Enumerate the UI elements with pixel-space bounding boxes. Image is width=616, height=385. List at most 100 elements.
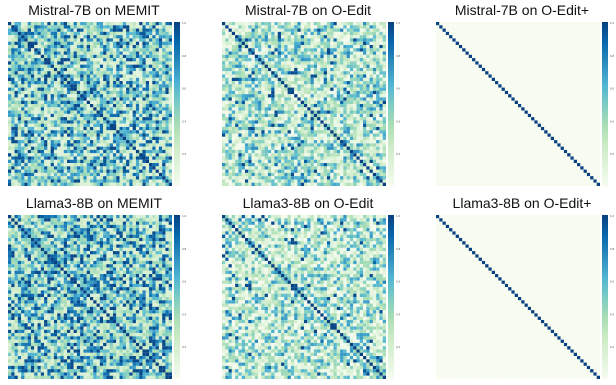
heatmap-cell [103, 71, 107, 75]
heatmap-cell [376, 38, 380, 42]
heatmap-cell [44, 22, 48, 26]
heatmap-cell [126, 104, 130, 108]
heatmap-cell [313, 35, 318, 39]
heatmap-cell [109, 159, 114, 164]
heatmap-cell [119, 149, 123, 154]
heatmap-cell [366, 143, 370, 147]
heatmap-cell [162, 77, 166, 82]
heatmap-cell [162, 140, 166, 144]
heatmap-cell [145, 61, 150, 65]
heatmap-cell [27, 110, 32, 114]
heatmap-cell [11, 107, 15, 111]
heatmap-cell [340, 100, 344, 105]
heatmap-cell [235, 31, 239, 36]
heatmap-cell [162, 149, 166, 154]
heatmap-cell [310, 90, 314, 95]
heatmap-cell [235, 156, 239, 160]
heatmap-cell [67, 146, 71, 150]
heatmap-cell [222, 104, 226, 108]
heatmap-cell [109, 22, 114, 26]
heatmap-cell [158, 25, 163, 29]
heatmap-cell [231, 140, 236, 144]
heatmap-cell [63, 182, 68, 186]
heatmap-cell [228, 28, 232, 32]
heatmap-cell [359, 146, 364, 150]
heatmap-cell [132, 44, 136, 49]
heatmap-cell [366, 179, 370, 183]
heatmap-cell [119, 64, 123, 68]
heatmap-cell [290, 166, 295, 170]
heatmap-cell [294, 130, 298, 134]
heatmap-cell [366, 136, 370, 141]
heatmap-cell [80, 54, 84, 59]
heatmap-cell [294, 110, 298, 114]
heatmap-cell [310, 22, 314, 26]
heatmap-cell [349, 172, 354, 177]
heatmap-cell [165, 94, 169, 98]
heatmap-cell [21, 123, 25, 128]
heatmap-cell [139, 149, 143, 154]
heatmap-cell [30, 77, 35, 82]
heatmap-cell [40, 28, 45, 32]
heatmap-cell [254, 77, 259, 82]
colorbar-tick-label: 0.4 [182, 119, 187, 123]
heatmap-cell [73, 54, 77, 59]
heatmap-cell [271, 31, 275, 36]
heatmap-cell [93, 176, 97, 180]
heatmap-cell [330, 41, 334, 46]
heatmap-cell [96, 136, 100, 141]
heatmap-cell [67, 22, 71, 26]
heatmap-cell [93, 90, 97, 95]
heatmap-cell [254, 113, 259, 118]
heatmap-cell [258, 140, 262, 144]
heatmap-cell [8, 110, 12, 114]
heatmap-cell [50, 58, 54, 62]
heatmap-cell [119, 48, 123, 52]
heatmap-cell [63, 140, 68, 144]
heatmap-cell [132, 169, 136, 173]
heatmap-cell [274, 117, 278, 121]
heatmap-cell [44, 159, 48, 164]
heatmap-cell [21, 133, 25, 137]
heatmap-cell [67, 61, 71, 65]
heatmap-cell [336, 110, 341, 114]
heatmap-cell [90, 81, 94, 85]
heatmap-cell [267, 104, 272, 108]
heatmap-cell [142, 156, 146, 160]
heatmap-cell [152, 179, 156, 183]
heatmap-cell [244, 159, 249, 164]
heatmap-cell [267, 113, 272, 118]
heatmap-cell [294, 31, 298, 36]
heatmap-cell [145, 44, 150, 49]
heatmap-cell [244, 179, 249, 183]
heatmap-cell [152, 41, 156, 46]
heatmap-cell [353, 61, 357, 65]
heatmap-cell [50, 123, 54, 128]
heatmap-cell [135, 163, 140, 167]
heatmap-cell [346, 87, 350, 91]
heatmap-cell [99, 100, 104, 105]
heatmap-cell [17, 133, 22, 137]
heatmap-cell [96, 182, 100, 186]
heatmap-cell [333, 31, 337, 36]
heatmap-cell [122, 100, 127, 105]
heatmap-cell [346, 25, 350, 29]
heatmap-cell [126, 38, 130, 42]
heatmap-cell [231, 130, 236, 134]
heatmap-cell [287, 41, 291, 46]
heatmap-cell [326, 117, 331, 121]
heatmap-cell [8, 61, 12, 65]
heatmap-cell [330, 67, 334, 72]
heatmap-cell [231, 48, 236, 52]
heatmap-cell [126, 172, 130, 177]
heatmap-cell [248, 120, 252, 124]
heatmap-cell [47, 25, 51, 29]
heatmap-cell [67, 94, 71, 98]
heatmap-cell [86, 179, 91, 183]
heatmap-cell [336, 163, 341, 167]
heatmap-cell [258, 48, 262, 52]
heatmap-cell [158, 81, 163, 85]
heatmap-cell [99, 149, 104, 154]
heatmap-cell [24, 48, 28, 52]
heatmap-cell [254, 123, 259, 128]
